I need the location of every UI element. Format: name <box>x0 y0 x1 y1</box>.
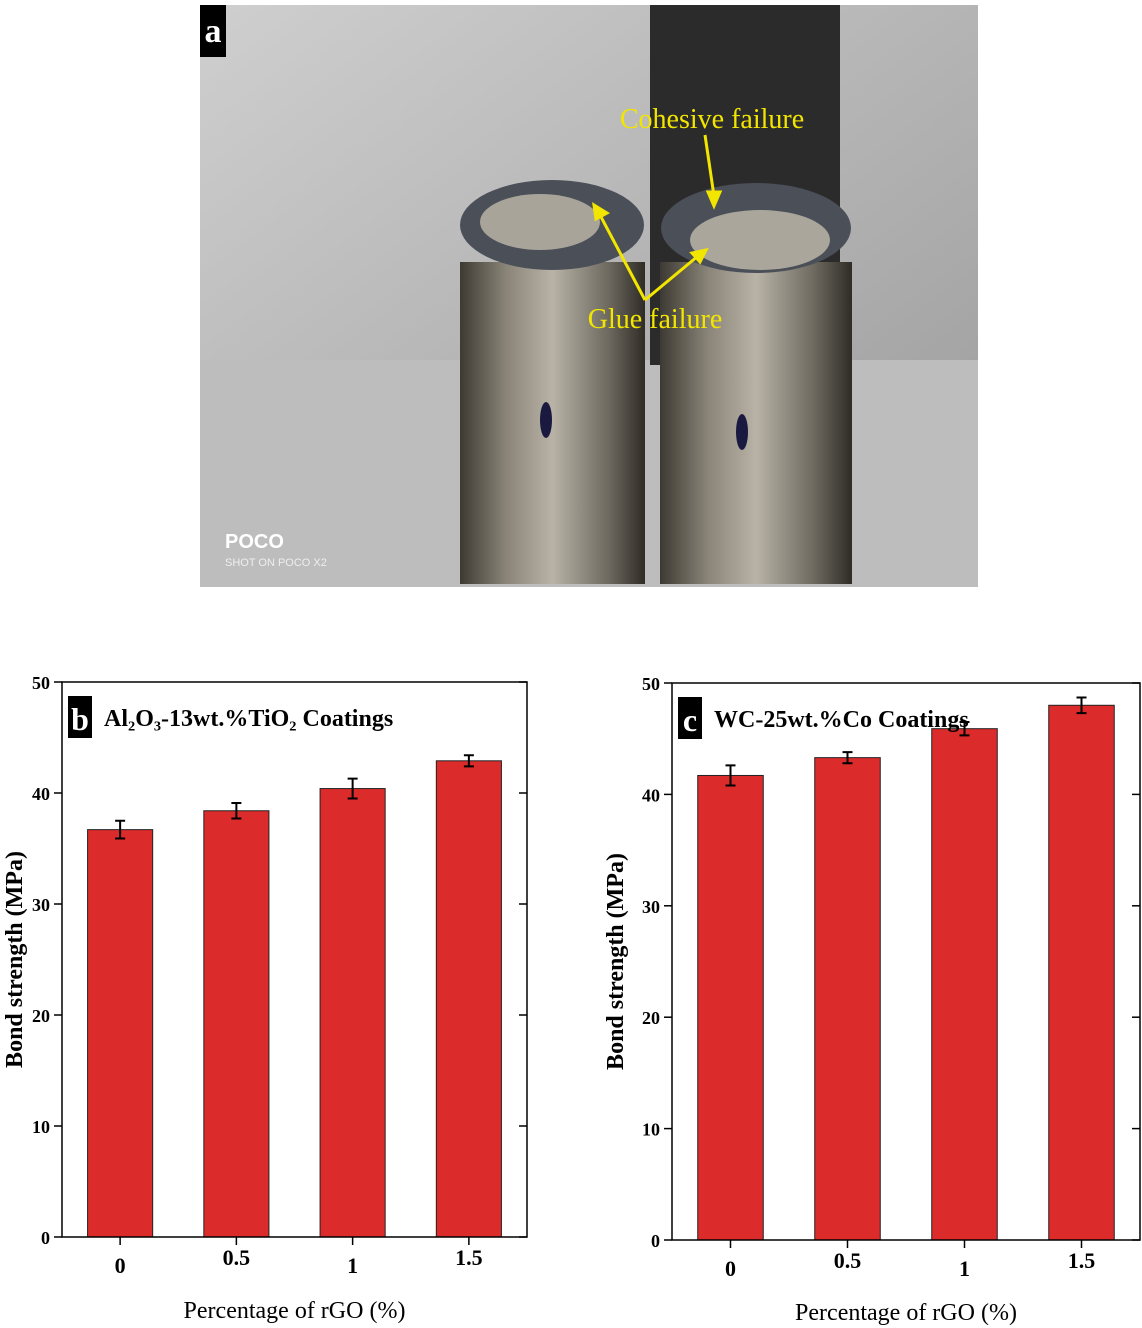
watermark-sub: SHOT ON POCO X2 <box>225 557 327 569</box>
mark <box>736 414 748 450</box>
y-axis-label: Bond strength (MPa) <box>603 853 629 1070</box>
bar-chart: 0 0.5 1 1.5 0 10 20 30 40 50 b Al₂O₃-13wt.%TiO₂ Coa… <box>2 673 527 1324</box>
x-tick-label: 1.5 <box>455 1245 483 1270</box>
x-tick-label: 0 <box>725 1256 736 1281</box>
x-tick-label: 1 <box>959 1256 970 1281</box>
x-axis-label: Percentage of rGO (%) <box>795 1300 1017 1326</box>
panel-label: c <box>683 702 697 738</box>
y-tick-label: 20 <box>32 1006 50 1026</box>
x-axis-label: Percentage of rGO (%) <box>184 1298 406 1324</box>
y-axis-label: Bond strength (MPa) <box>2 851 28 1068</box>
y-tick-label: 40 <box>32 784 50 804</box>
y-tick-label: 10 <box>32 1117 50 1137</box>
x-tick-label: 0.5 <box>223 1245 251 1270</box>
y-tick-label: 40 <box>642 785 660 805</box>
bar <box>204 811 269 1237</box>
y-tick-label: 10 <box>642 1120 660 1140</box>
bar <box>932 729 998 1240</box>
x-tick-label: 1 <box>347 1253 358 1278</box>
y-tick-label: 50 <box>642 674 660 694</box>
mark <box>540 402 552 438</box>
y-tick-label: 30 <box>642 897 660 917</box>
x-tick-label: 0.5 <box>834 1248 862 1273</box>
bar <box>815 758 881 1240</box>
y-tick-label: 0 <box>651 1231 660 1251</box>
watermark: POCO <box>225 531 284 553</box>
figure: a Cohesive failure Glue failure POCO SHO… <box>0 0 1142 1328</box>
bar <box>436 761 501 1237</box>
x-tick-label: 1.5 <box>1068 1248 1096 1273</box>
annotation: Glue failure <box>588 304 723 335</box>
bar <box>1049 705 1115 1240</box>
bar <box>320 789 385 1237</box>
y-tick-label: 0 <box>41 1228 50 1248</box>
annotation: Cohesive failure <box>620 104 804 135</box>
y-tick-label: 50 <box>32 673 50 693</box>
bar-chart: 0 0.5 1 1.5 0 10 20 30 40 50 c WC-25wt.%Co Coatings… <box>603 674 1140 1326</box>
y-tick-label: 30 <box>32 895 50 915</box>
photo: a Cohesive failure Glue failure POCO SHO… <box>200 5 978 587</box>
chart-title: WC-25wt.%Co Coatings <box>714 707 969 733</box>
bar <box>698 775 764 1240</box>
chart-title: Al₂O₃-13wt.%TiO₂ Coatings <box>104 706 393 732</box>
coating-remains <box>480 194 600 250</box>
panel-label: b <box>71 701 89 737</box>
coating-remains <box>690 210 830 270</box>
y-tick-label: 20 <box>642 1008 660 1028</box>
bar <box>88 830 153 1237</box>
panel-label: a <box>205 13 222 50</box>
x-tick-label: 0 <box>115 1253 126 1278</box>
